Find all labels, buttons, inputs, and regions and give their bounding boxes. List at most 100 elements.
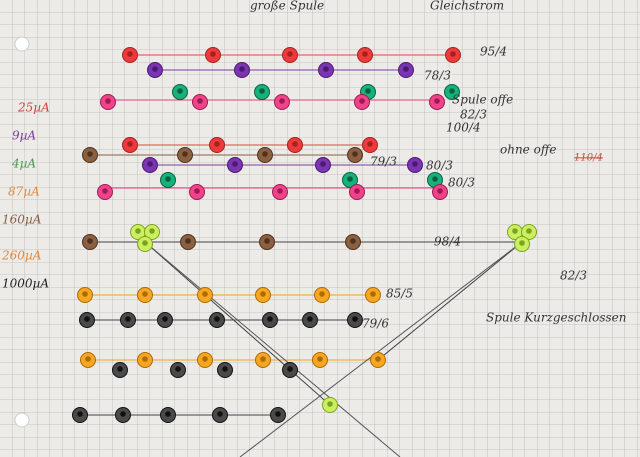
punch-hole (14, 36, 30, 52)
bead-hole (375, 356, 381, 362)
legend-entry: 87µA (8, 185, 40, 199)
bead-hole (362, 51, 368, 57)
note: 79/3 (370, 155, 397, 169)
note: 79/6 (362, 317, 389, 331)
bead-hole (450, 51, 456, 57)
bead-hole (102, 188, 108, 194)
legend-entry: 9µA (12, 129, 36, 143)
bead-hole (317, 356, 323, 362)
note: 95/4 (480, 45, 507, 59)
bead-hole (526, 228, 532, 234)
bead-hole (275, 411, 281, 417)
bead-hole (162, 316, 168, 322)
bead-hole (350, 238, 356, 244)
wiring (80, 54, 523, 457)
bead-hole (434, 98, 440, 104)
bead-hole (354, 188, 360, 194)
bead-hole (165, 176, 171, 182)
subtitle: Gleichstrom (430, 0, 504, 13)
bead-hole (352, 151, 358, 157)
bead-hole (210, 51, 216, 57)
bead-hole (87, 238, 93, 244)
bead-hole (142, 356, 148, 362)
bead-hole (84, 316, 90, 322)
bead-hole (327, 401, 333, 407)
bead-hole (239, 66, 245, 72)
bead-hole (87, 151, 93, 157)
note: Spule offe (452, 93, 513, 107)
bead-hole (347, 176, 353, 182)
legend-entry: 260µA (1, 249, 42, 263)
bead-hole (287, 366, 293, 372)
bead-hole (125, 316, 131, 322)
bead-hole (264, 238, 270, 244)
legend-entry: 160µA (2, 213, 42, 227)
bead-hole (449, 88, 455, 94)
bead-hole (437, 188, 443, 194)
bead-hole (319, 291, 325, 297)
note: 98/4 (434, 235, 461, 249)
bead-hole (323, 66, 329, 72)
string (239, 241, 523, 457)
note: 100/4 (446, 121, 481, 135)
bead-hole (412, 161, 418, 167)
bead-hole (365, 88, 371, 94)
title: große Spule (250, 0, 324, 13)
note: Spule Kurzgeschlossen (486, 311, 626, 325)
bead-hole (127, 51, 133, 57)
string (377, 241, 523, 361)
bead-hole (152, 66, 158, 72)
string (144, 241, 401, 457)
bead-hole (82, 291, 88, 297)
bead-hole (262, 151, 268, 157)
bead-hole (142, 291, 148, 297)
bead-hole (232, 161, 238, 167)
bead-hole (222, 366, 228, 372)
bead-hole (287, 51, 293, 57)
bead-hole (120, 411, 126, 417)
punch-hole (14, 412, 30, 428)
note: 78/3 (424, 69, 451, 83)
bead-hole (512, 228, 518, 234)
bead-hole (260, 291, 266, 297)
bead-hole (519, 240, 525, 246)
bead-hole (147, 161, 153, 167)
bead-hole (277, 188, 283, 194)
bead-hole (403, 66, 409, 72)
bead-hole (307, 316, 313, 322)
bead-hole (320, 161, 326, 167)
bead-hole (214, 141, 220, 147)
bead-hole (142, 240, 148, 246)
bead-hole (217, 411, 223, 417)
bead-hole (177, 88, 183, 94)
bead-hole (352, 316, 358, 322)
note: 82/3 (460, 108, 487, 122)
bead-hole (175, 366, 181, 372)
note: 85/5 (386, 287, 413, 301)
bead-hole (185, 238, 191, 244)
bead-hole (370, 291, 376, 297)
bead-hole (292, 141, 298, 147)
bead-hole (165, 411, 171, 417)
bead-hole (194, 188, 200, 194)
bead-hole (202, 356, 208, 362)
beads (72, 47, 537, 423)
bead-hole (202, 291, 208, 297)
bead-hole (367, 141, 373, 147)
legend-entry: 25µA (17, 101, 50, 115)
bead-hole (197, 98, 203, 104)
legend-entry: 4µA (11, 157, 36, 171)
bead-hole (279, 98, 285, 104)
note: 80/3 (426, 159, 453, 173)
string (144, 241, 331, 406)
note: ohne offe (500, 143, 556, 157)
bead-hole (260, 356, 266, 362)
bead-hole (117, 366, 123, 372)
legend-entry: 1000µA (2, 277, 49, 291)
bead-hole (149, 228, 155, 234)
struck-note: 110/4 (574, 153, 603, 164)
bead-hole (127, 141, 133, 147)
bead-hole (182, 151, 188, 157)
